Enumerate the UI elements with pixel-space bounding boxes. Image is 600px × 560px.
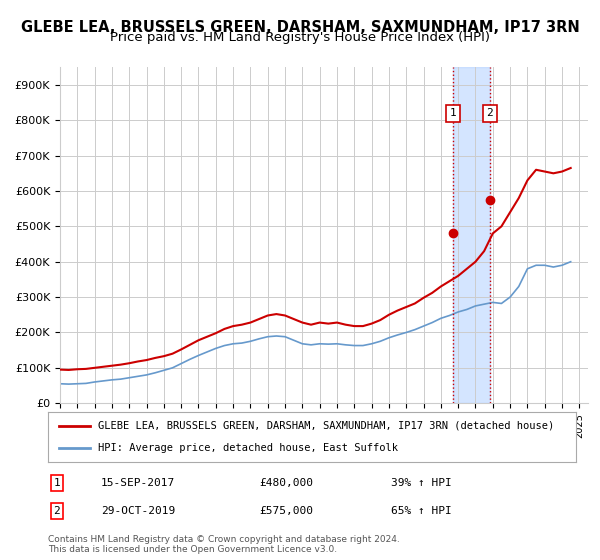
Text: 29-OCT-2019: 29-OCT-2019 [101,506,175,516]
Text: HPI: Average price, detached house, East Suffolk: HPI: Average price, detached house, East… [98,443,398,453]
Text: 2: 2 [53,506,60,516]
Text: 1: 1 [450,108,457,118]
Text: 65% ↑ HPI: 65% ↑ HPI [391,506,452,516]
Text: 15-SEP-2017: 15-SEP-2017 [101,478,175,488]
Text: Price paid vs. HM Land Registry's House Price Index (HPI): Price paid vs. HM Land Registry's House … [110,31,490,44]
Text: £575,000: £575,000 [259,506,313,516]
Text: 1: 1 [53,478,60,488]
Text: £480,000: £480,000 [259,478,313,488]
Text: GLEBE LEA, BRUSSELS GREEN, DARSHAM, SAXMUNDHAM, IP17 3RN: GLEBE LEA, BRUSSELS GREEN, DARSHAM, SAXM… [20,20,580,35]
Text: Contains HM Land Registry data © Crown copyright and database right 2024.
This d: Contains HM Land Registry data © Crown c… [48,535,400,554]
Text: 39% ↑ HPI: 39% ↑ HPI [391,478,452,488]
Text: 2: 2 [487,108,493,118]
Bar [453,67,490,403]
Text: GLEBE LEA, BRUSSELS GREEN, DARSHAM, SAXMUNDHAM, IP17 3RN (detached house): GLEBE LEA, BRUSSELS GREEN, DARSHAM, SAXM… [98,421,554,431]
